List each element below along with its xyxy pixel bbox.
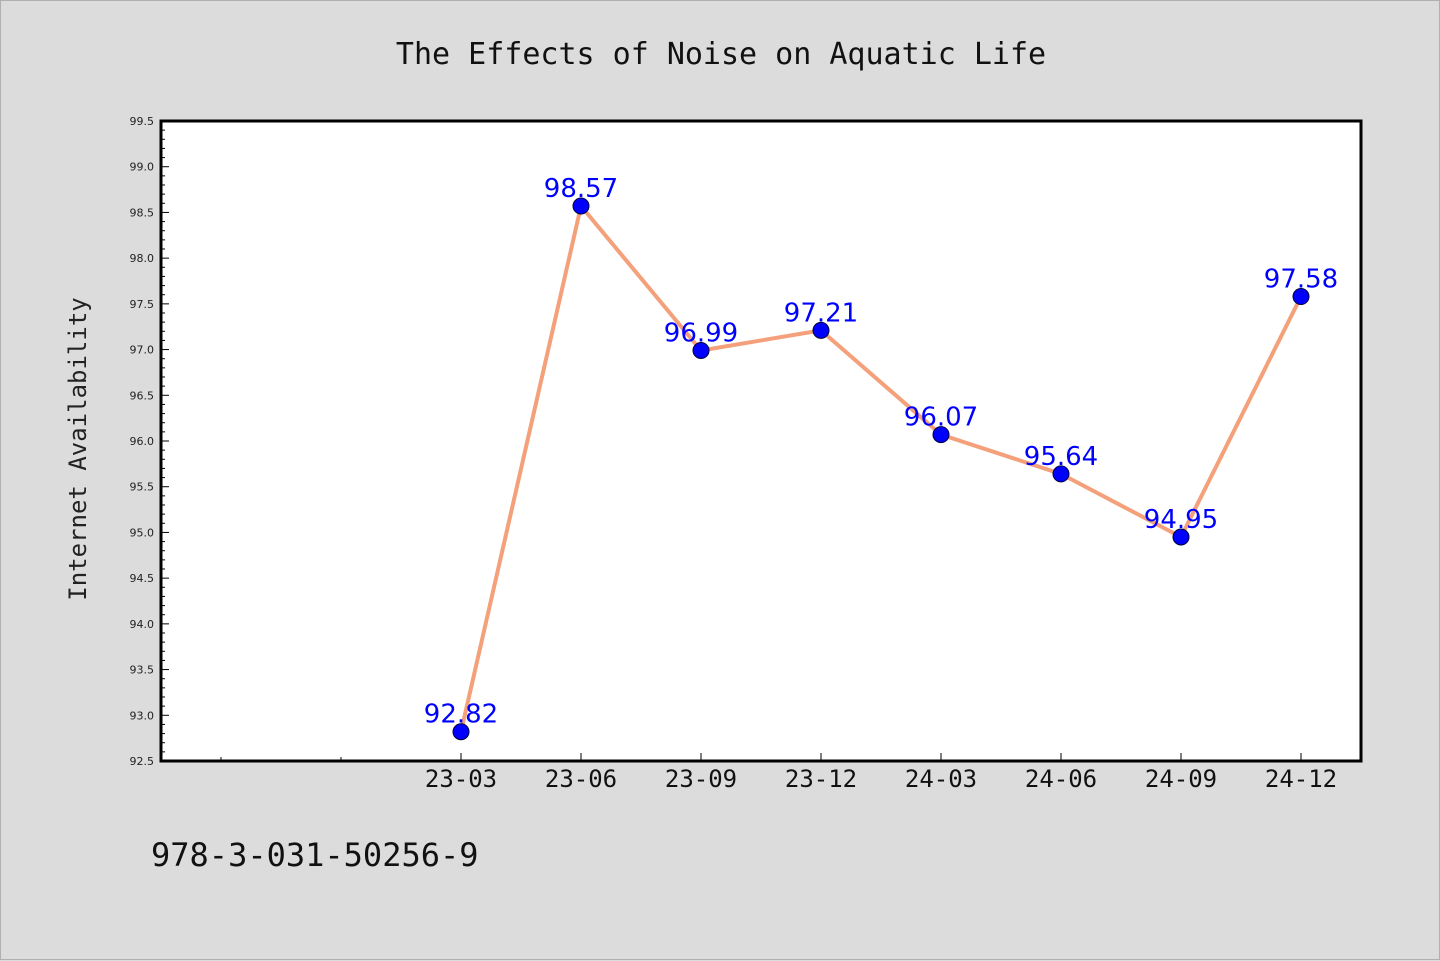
series-line [459, 204, 1303, 733]
y-axis-label: Internet Availability [64, 297, 92, 600]
data-point [692, 341, 710, 359]
x-tick-label: 24-09 [1145, 765, 1217, 793]
y-tick-label: 98.5 [130, 206, 155, 219]
x-tick-label: 24-03 [905, 765, 977, 793]
x-axis: 23-03 23-06 23-09 23-12 24-03 24-06 24-09 24-12 [220, 753, 1337, 793]
chart-title: The Effects of Noise on Aquatic Life [396, 37, 1046, 72]
x-tick-label: 23-12 [785, 765, 857, 793]
y-tick-label: 95.5 [130, 481, 155, 494]
y-tick-label: 93.0 [130, 709, 155, 722]
data-point [452, 723, 470, 741]
x-tick-label: 24-06 [1025, 765, 1097, 793]
y-tick-label: 97.0 [130, 344, 155, 357]
data-point [812, 321, 830, 339]
isbn-text: 978-3-031-50256-9 [151, 836, 479, 874]
data-point [1172, 528, 1190, 546]
data-point [1052, 465, 1070, 483]
data-point [932, 426, 950, 444]
data-point [1292, 288, 1310, 306]
data-label: 95.64 [1024, 442, 1098, 472]
y-tick-label: 94.0 [130, 618, 155, 631]
y-tick-label: 99.0 [130, 161, 155, 174]
y-tick-label: 96.0 [130, 435, 155, 448]
x-tick-label: 24-12 [1265, 765, 1337, 793]
data-label: 97.21 [784, 298, 858, 328]
series-line-group [459, 204, 1303, 733]
y-tick-label: 98.0 [130, 252, 155, 265]
y-tick-label: 93.5 [130, 664, 155, 677]
data-label: 97.58 [1264, 265, 1338, 295]
y-tick-label: 92.5 [130, 755, 155, 768]
data-label: 98.57 [544, 174, 618, 204]
data-label: 96.99 [664, 318, 738, 348]
y-tick-label: 97.5 [130, 298, 155, 311]
x-tick-label: 23-09 [665, 765, 737, 793]
marker-group [452, 197, 1310, 741]
y-tick-label: 95.0 [130, 526, 155, 539]
data-label: 94.95 [1144, 505, 1218, 535]
data-label-group: 92.82 98.57 96.99 97.21 96.07 95.64 94.95 97.58 [424, 174, 1338, 730]
x-tick-label: 23-06 [545, 765, 617, 793]
data-label: 96.07 [904, 403, 978, 433]
x-tick-label: 23-03 [425, 765, 497, 793]
plot-area [161, 121, 1361, 761]
y-tick-label: 94.5 [130, 572, 155, 585]
y-tick-label: 96.5 [130, 389, 155, 402]
data-point [572, 197, 590, 215]
data-label: 92.82 [424, 700, 498, 730]
plot-frame [159, 119, 1363, 763]
y-tick-label: 99.5 [130, 115, 155, 128]
